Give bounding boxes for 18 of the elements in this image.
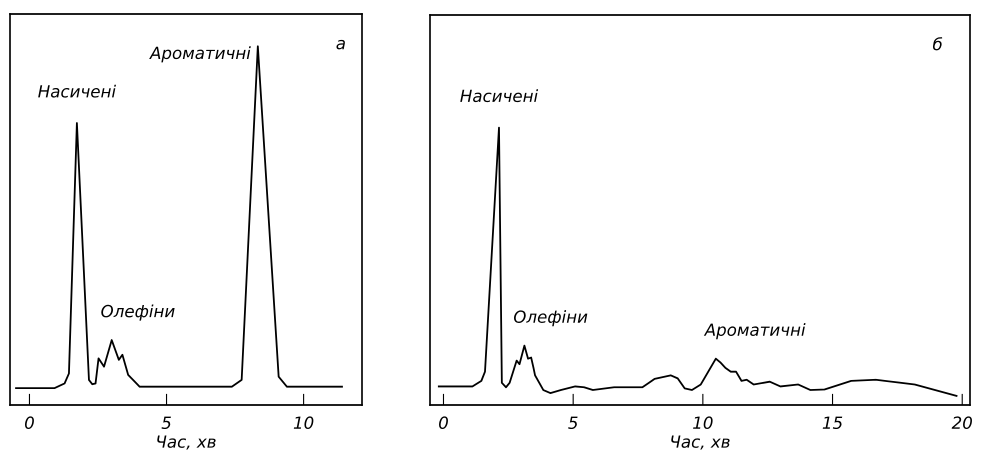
annotation: Ароматичні [149, 46, 251, 62]
x-tick-label: 5 [568, 416, 578, 430]
x-tick-label: 0 [24, 416, 34, 430]
x-tick-label: 15 [822, 416, 842, 430]
annotation: Олефіни [101, 304, 175, 321]
x-axis-title: Час, хв [671, 436, 730, 450]
chart-title: б [932, 37, 942, 50]
annotation: Насичені [38, 84, 116, 98]
x-tick-label: 10 [693, 416, 713, 430]
chart-title: а [336, 40, 345, 50]
annotation: Олефіни [514, 310, 588, 326]
x-tick-label: 10 [294, 416, 314, 430]
x-tick-label: 20 [952, 416, 972, 430]
annotation: Ароматичні [704, 323, 806, 340]
annotation: Насичені [460, 89, 538, 102]
x-axis-title: Час, хв [157, 436, 216, 450]
x-tick-label: 5 [162, 416, 171, 430]
x-tick-label: 0 [439, 416, 448, 430]
